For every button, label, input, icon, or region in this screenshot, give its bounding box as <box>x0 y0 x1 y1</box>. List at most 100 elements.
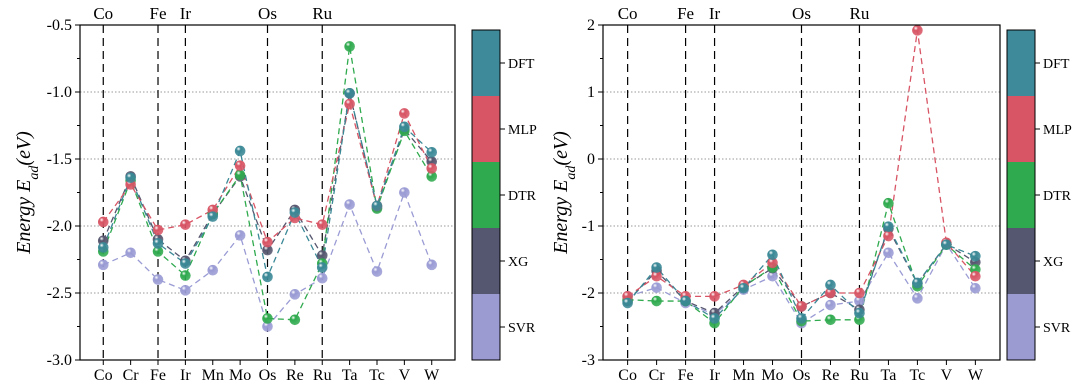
point-svr-ta <box>344 199 355 210</box>
legend-swatch-dft <box>472 30 500 96</box>
legend-swatch-dtr <box>1007 162 1035 228</box>
plot-frame <box>79 24 456 361</box>
point-dft-co <box>97 242 109 253</box>
point-dtr-re <box>825 314 836 326</box>
x-tick-label-ir: Ir <box>180 367 191 384</box>
panel-1: -3.0 -2.5 -2.0 -1.5 -1.0 -0.5 Co Fe Ir Os Ru Co Cr Fe… <box>13 4 456 384</box>
legend-label-svr: SVR <box>508 321 536 336</box>
point-dft-os <box>796 313 807 324</box>
point-dtr-w <box>426 171 438 182</box>
x-tick-label-mo: Mo <box>761 367 783 384</box>
legend-swatch-xg <box>472 228 500 294</box>
x-tick-label-os: Os <box>259 367 277 384</box>
point-dft-ru <box>316 262 328 273</box>
point-dft-tc <box>371 200 383 212</box>
x-tick-label-os: Os <box>793 367 811 384</box>
point-dft-re <box>289 207 301 218</box>
point-mlp-ir <box>709 291 720 302</box>
x-tick-label-co: Co <box>94 367 113 384</box>
point-mlp-ru <box>854 287 865 299</box>
point-dtr-ta <box>344 41 355 52</box>
point-dtr-fe <box>152 246 164 257</box>
point-mlp-co <box>97 216 109 228</box>
legend-label-svr: SVR <box>1043 321 1071 336</box>
x-tick-label-fe: Fe <box>150 367 166 384</box>
legend-swatch-svr <box>472 294 500 360</box>
point-dft-co <box>622 297 633 309</box>
legend-label-xg: XG <box>1043 255 1063 270</box>
plot-frame <box>602 24 1001 361</box>
point-mlp-ta <box>883 230 894 242</box>
point-dft-v <box>941 239 952 251</box>
point-svr-co <box>97 259 109 271</box>
x-tick-label-tc: Tc <box>910 367 926 384</box>
point-svr-cr <box>125 247 136 259</box>
y-tick-label: 1 <box>587 84 595 101</box>
x-tick-label-co: Co <box>618 367 637 384</box>
legend-2: DFT MLP DTR XG SVR <box>1006 29 1072 361</box>
y-tick-label: 0 <box>587 151 595 168</box>
point-mlp-mo <box>767 257 778 269</box>
panel-2: -3 -2 -1 0 1 2 Co Fe Ir Os Ru Co Cr Fe Ir Mn Mo Os Re Ru Ta T… <box>550 4 1001 384</box>
point-dft-tc <box>912 277 923 289</box>
point-dft-ir <box>180 258 191 269</box>
legend-frame <box>1006 29 1036 361</box>
point-mlp-cr <box>651 270 662 282</box>
y-tick-label: -3 <box>582 352 595 369</box>
point-svr-ta <box>883 247 894 259</box>
x-tick-label-tc: Tc <box>369 367 385 384</box>
point-mlp-os <box>262 236 273 248</box>
point-svr-tc <box>912 293 923 304</box>
x-tick-label-mo: Mo <box>229 367 251 384</box>
point-dft-mo <box>767 249 778 261</box>
point-dft-mo <box>234 145 246 157</box>
legend-frame <box>471 29 501 361</box>
x-tick-label-mn: Mn <box>732 367 754 384</box>
legend-label-mlp: MLP <box>508 123 537 138</box>
y-tick-label: -1 <box>582 218 595 235</box>
point-dtr-mo <box>234 169 246 181</box>
point-svr-tc <box>371 266 383 277</box>
top-label-co: Co <box>618 4 638 23</box>
point-dft-fe <box>152 238 164 249</box>
legend-label-dtr: DTR <box>1043 189 1072 204</box>
point-svr-ru <box>316 272 328 284</box>
point-mlp-re <box>825 287 836 299</box>
x-tick-label-ru: Ru <box>850 367 869 384</box>
point-svr-re <box>289 289 301 300</box>
legend-swatch-mlp <box>1007 96 1035 162</box>
legend-swatch-dtr <box>472 162 500 228</box>
point-dft-ta <box>883 221 894 232</box>
top-label-os: Os <box>258 4 277 23</box>
point-mlp-v <box>399 108 410 119</box>
point-svr-mo <box>767 270 778 282</box>
x-tick-label-ir: Ir <box>709 367 720 384</box>
point-mlp-fe <box>152 224 164 236</box>
y-tick-label: -2.5 <box>47 285 72 302</box>
point-xg-ru <box>316 250 328 261</box>
y-axis-label: Energy Ead(eV) <box>550 131 579 255</box>
point-dft-cr <box>651 262 662 273</box>
point-svr-v <box>399 187 410 198</box>
point-svr-ir <box>180 285 191 296</box>
point-mlp-w <box>970 270 981 282</box>
point-mlp-ru <box>316 219 328 230</box>
point-svr-mn <box>207 264 219 276</box>
x-tick-label-w: W <box>424 367 440 384</box>
point-dtr-os <box>262 313 273 324</box>
y-tick-label: -1.0 <box>47 84 72 101</box>
top-label-ir: Ir <box>180 4 192 23</box>
x-tick-label-w: W <box>968 367 984 384</box>
legend-label-xg: XG <box>508 255 528 270</box>
x-tick-label-re: Re <box>286 367 304 384</box>
point-dtr-ta <box>883 197 894 209</box>
point-dft-mn <box>207 211 219 222</box>
top-label-ir: Ir <box>709 4 721 23</box>
x-tick-label-ta: Ta <box>881 367 897 384</box>
x-tick-label-v: V <box>399 367 411 384</box>
point-dft-w <box>970 250 981 262</box>
point-mlp-w <box>426 163 438 174</box>
legend-swatch-xg <box>1007 228 1035 294</box>
x-tick-label-mn: Mn <box>202 367 224 384</box>
x-tick-label-ta: Ta <box>342 367 358 384</box>
